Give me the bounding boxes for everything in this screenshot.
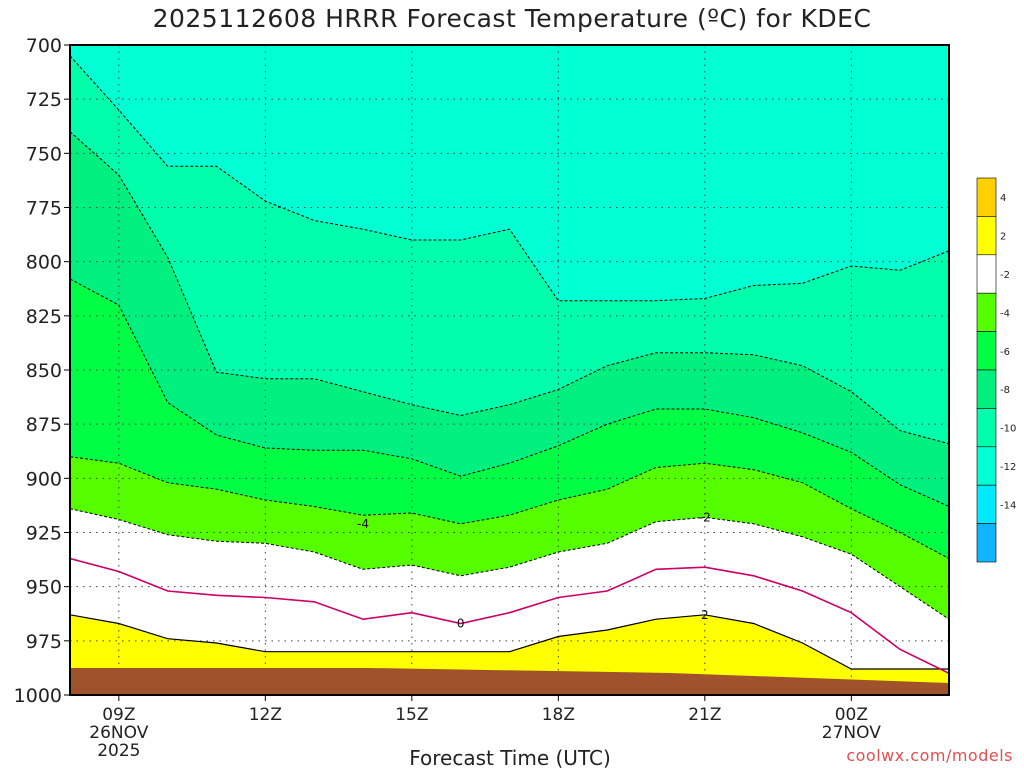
colorbar-swatch (976, 216, 997, 256)
x-tick-label: 00Z (835, 705, 868, 725)
y-tick-label: 825 (26, 306, 62, 328)
y-tick-label: 975 (26, 631, 62, 653)
colorbar-tick-label: -4 (1000, 308, 1010, 319)
colorbar-swatch (976, 331, 997, 371)
gridlines (70, 45, 949, 695)
isotherm-line (70, 508, 949, 620)
colorbar-swatch (976, 254, 997, 294)
y-tick-label: 925 (26, 523, 62, 545)
y-tick-label: 750 (26, 143, 62, 165)
contour-labels: -4 -2 0 2 (357, 510, 711, 630)
y-tick-label: 850 (26, 360, 62, 382)
colorbar-tick-label: -14 (1000, 500, 1016, 511)
temperature-band (70, 45, 949, 301)
y-tick-label: 1000 (14, 685, 62, 707)
colorbar-swatch (976, 408, 997, 448)
colorbar-tick-label: -2 (1000, 270, 1010, 281)
colorbar-tick-label: -6 (1000, 347, 1010, 358)
contour-label: 2 (701, 608, 709, 622)
chart-title: 2025112608 HRRR Forecast Temperature (ºC… (152, 4, 872, 33)
x-tick-label: 09Z (102, 705, 135, 725)
x-tick-label: 15Z (395, 705, 428, 725)
ground-surface (70, 668, 949, 695)
y-tick-label: 700 (26, 35, 62, 57)
colorbar-swatch (976, 369, 997, 409)
isotherm-lines (70, 55, 949, 675)
y-tick-label: 900 (26, 468, 62, 490)
contour-label: -2 (699, 510, 711, 524)
colorbar-tick-label: 4 (1000, 193, 1006, 204)
isotherm-line (70, 557, 949, 675)
isotherm-line (70, 55, 949, 302)
y-tick-label: 775 (26, 198, 62, 220)
isotherm-line (70, 614, 949, 670)
isotherm-line (70, 131, 949, 445)
colorbar-swatch (976, 292, 997, 332)
x-tick-label: 18Z (542, 705, 575, 725)
x-tick-label: 12Z (249, 705, 282, 725)
colorbar-tick-label: -12 (1000, 462, 1016, 473)
colorbar-tick-label: -8 (1000, 385, 1010, 396)
credit-link[interactable]: coolwx.com/models (846, 746, 1013, 765)
ground-layer (70, 668, 949, 695)
y-tick-label: 875 (26, 414, 62, 436)
contour-label: -4 (357, 517, 369, 531)
colorbar-swatch (976, 484, 997, 524)
colorbar-swatch (976, 177, 997, 217)
x-axis-title: Forecast Time (UTC) (409, 746, 611, 768)
y-axis: 700 725 750 775 800 825 850 875 900 925 950 975 1000 (14, 35, 70, 707)
x-tick-label: 21Z (688, 705, 721, 725)
colorbar-tick-label: -10 (1000, 424, 1016, 435)
colorbar-legend: 4 2 -2 -4 -6 -8 -10 -12 -14 (976, 177, 1016, 563)
y-tick-label: 725 (26, 89, 62, 111)
colorbar-swatch (976, 446, 997, 486)
x-tick-sublabel: 2025 (97, 741, 140, 761)
temperature-fill-layer (70, 45, 949, 695)
contour-label: 0 (457, 617, 465, 631)
y-tick-label: 950 (26, 577, 62, 599)
y-tick-label: 800 (26, 252, 62, 274)
isotherm-line (70, 456, 949, 559)
colorbar-tick-label: 2 (1000, 232, 1006, 243)
x-tick-sublabel: 26NOV (89, 723, 148, 743)
colorbar-swatch (976, 523, 997, 563)
x-tick-sublabel: 27NOV (822, 723, 881, 743)
